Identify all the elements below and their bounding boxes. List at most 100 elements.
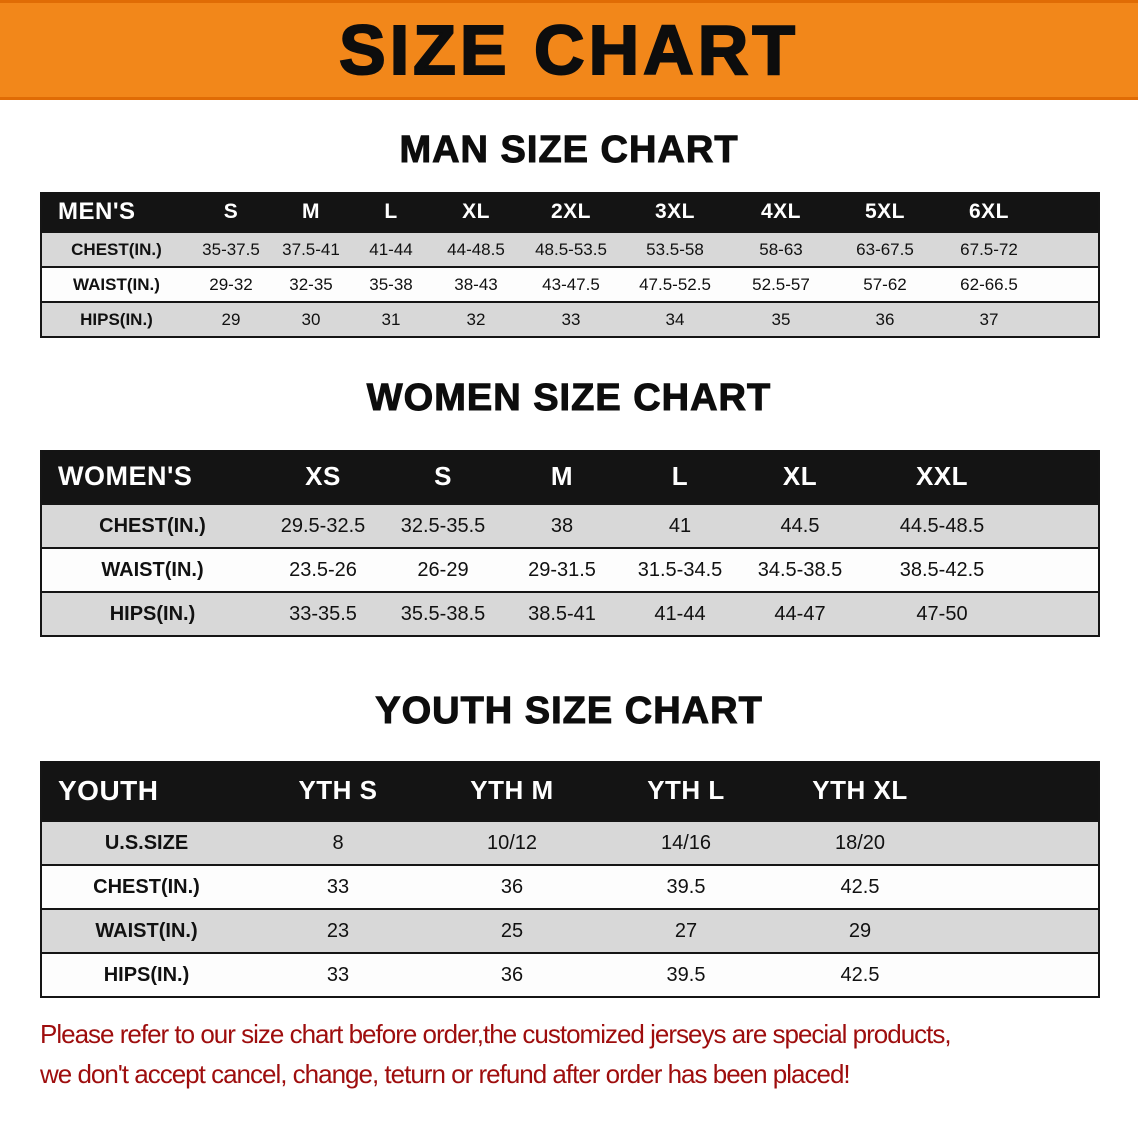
size-value-cell: 31.5-34.5 (637, 558, 723, 581)
size-col-header: 3XL (621, 192, 729, 232)
spacer-cell (1023, 548, 1099, 592)
size-value-cell: 44.5-48.5 (899, 514, 985, 537)
youth-table-title: YOUTH (41, 761, 251, 821)
size-col-header: S (383, 450, 503, 504)
spacer-cell (1041, 192, 1099, 232)
banner: SIZE CHART (0, 0, 1138, 100)
table-row: CHEST(IN.) 33 36 39.5 42.5 (41, 865, 1099, 909)
women-heading: WOMEN SIZE CHART (366, 377, 772, 420)
row-label: CHEST(IN.) (71, 239, 162, 259)
size-value-cell: 38.5-42.5 (899, 558, 985, 581)
size-value-cell: 8 (332, 831, 344, 854)
size-value-cell: 35.5-38.5 (400, 602, 486, 625)
table-row: WAIST(IN.) 23 25 27 29 (41, 909, 1099, 953)
row-label: WAIST(IN.) (73, 274, 160, 294)
table-row: CHEST(IN.) 29.5-32.5 32.5-35.5 38 41 44.… (41, 504, 1099, 548)
row-label: HIPS(IN.) (109, 602, 196, 625)
table-row: HIPS(IN.) 33 36 39.5 42.5 (41, 953, 1099, 997)
size-value-cell: 32 (466, 309, 486, 329)
size-value-cell: 32.5-35.5 (400, 514, 486, 537)
size-value-cell: 23 (326, 919, 350, 942)
size-value-cell: 10/12 (486, 831, 538, 854)
size-value-cell: 38 (550, 514, 574, 537)
size-value-cell: 44.5 (780, 514, 820, 537)
size-value-cell: 58-63 (759, 239, 803, 259)
size-value-cell: 35-37.5 (202, 239, 260, 259)
women-header-row: WOMEN'S XS S M L XL XXL (41, 450, 1099, 504)
size-value-cell: 31 (381, 309, 401, 329)
youth-section: YOUTH SIZE CHART YOUTH YTH S YTH M YTH L… (0, 689, 1138, 998)
table-row: WAIST(IN.) 23.5-26 26-29 29-31.5 31.5-34… (41, 548, 1099, 592)
size-value-cell: 38-43 (454, 274, 498, 294)
men-table-title: MEN'S (41, 192, 191, 232)
size-value-cell: 42.5 (840, 875, 880, 898)
size-value-cell: 42.5 (840, 963, 880, 986)
size-value-cell: 35 (771, 309, 791, 329)
size-col-header: YTH L (599, 761, 773, 821)
table-row: HIPS(IN.) 33-35.5 35.5-38.5 38.5-41 41-4… (41, 592, 1099, 636)
women-section: WOMEN SIZE CHART WOMEN'S XS S M L XL XXL (0, 376, 1138, 637)
men-heading: MAN SIZE CHART (399, 129, 739, 172)
size-value-cell: 44-47 (774, 602, 826, 625)
size-value-cell: 36 (500, 875, 524, 898)
size-value-cell: 37 (979, 309, 999, 329)
size-col-header: YTH M (425, 761, 599, 821)
size-value-cell: 47-50 (916, 602, 968, 625)
size-value-cell: 47.5-52.5 (639, 274, 711, 294)
row-label: HIPS(IN.) (80, 309, 153, 329)
spacer-cell (1041, 232, 1099, 267)
page-title: SIZE CHART (338, 10, 799, 90)
spacer-cell (947, 821, 1099, 865)
youth-heading: YOUTH SIZE CHART (375, 690, 763, 733)
table-row: HIPS(IN.) 29 30 31 32 33 34 35 36 37 (41, 302, 1099, 337)
size-col-header: 6XL (937, 192, 1041, 232)
row-label: WAIST(IN.) (101, 558, 204, 581)
size-value-cell: 29 (848, 919, 872, 942)
footer-line-2: we don't accept cancel, change, teturn o… (40, 1059, 851, 1089)
footer-line-1: Please refer to our size chart before or… (40, 1019, 952, 1049)
size-value-cell: 32-35 (289, 274, 333, 294)
spacer-cell (1041, 267, 1099, 302)
size-col-header: L (351, 192, 431, 232)
size-col-header: XL (431, 192, 521, 232)
size-value-cell: 29-31.5 (528, 558, 596, 581)
women-table-title: WOMEN'S (41, 450, 263, 504)
table-row: U.S.SIZE 8 10/12 14/16 18/20 (41, 821, 1099, 865)
size-col-header: YTH S (251, 761, 425, 821)
size-value-cell: 36 (500, 963, 524, 986)
size-value-cell: 41-44 (654, 602, 706, 625)
spacer-cell (947, 909, 1099, 953)
size-col-header: M (271, 192, 351, 232)
size-value-cell: 39.5 (666, 963, 706, 986)
size-value-cell: 26-29 (417, 558, 469, 581)
size-col-header: L (621, 450, 739, 504)
size-value-cell: 14/16 (660, 831, 712, 854)
size-value-cell: 39.5 (666, 875, 706, 898)
size-col-header: XL (739, 450, 861, 504)
size-col-header: 5XL (833, 192, 937, 232)
size-value-cell: 34 (665, 309, 685, 329)
table-row: WAIST(IN.) 29-32 32-35 35-38 38-43 43-47… (41, 267, 1099, 302)
row-label: U.S.SIZE (104, 831, 189, 854)
youth-header-row: YOUTH YTH S YTH M YTH L YTH XL (41, 761, 1099, 821)
size-value-cell: 29 (221, 309, 241, 329)
spacer-cell (1023, 504, 1099, 548)
row-label: HIPS(IN.) (103, 963, 190, 986)
size-value-cell: 35-38 (369, 274, 413, 294)
size-value-cell: 52.5-57 (752, 274, 810, 294)
size-col-header: M (503, 450, 621, 504)
spacer-cell (1023, 592, 1099, 636)
spacer-cell (1023, 450, 1099, 504)
size-value-cell: 18/20 (834, 831, 886, 854)
size-col-header: XS (263, 450, 383, 504)
size-value-cell: 41-44 (369, 239, 413, 259)
spacer-cell (947, 953, 1099, 997)
size-value-cell: 27 (674, 919, 698, 942)
row-label: WAIST(IN.) (95, 919, 198, 942)
size-value-cell: 29-32 (209, 274, 253, 294)
size-value-cell: 25 (500, 919, 524, 942)
size-value-cell: 30 (301, 309, 321, 329)
size-value-cell: 29.5-32.5 (280, 514, 366, 537)
size-value-cell: 33 (561, 309, 581, 329)
size-value-cell: 23.5-26 (289, 558, 357, 581)
